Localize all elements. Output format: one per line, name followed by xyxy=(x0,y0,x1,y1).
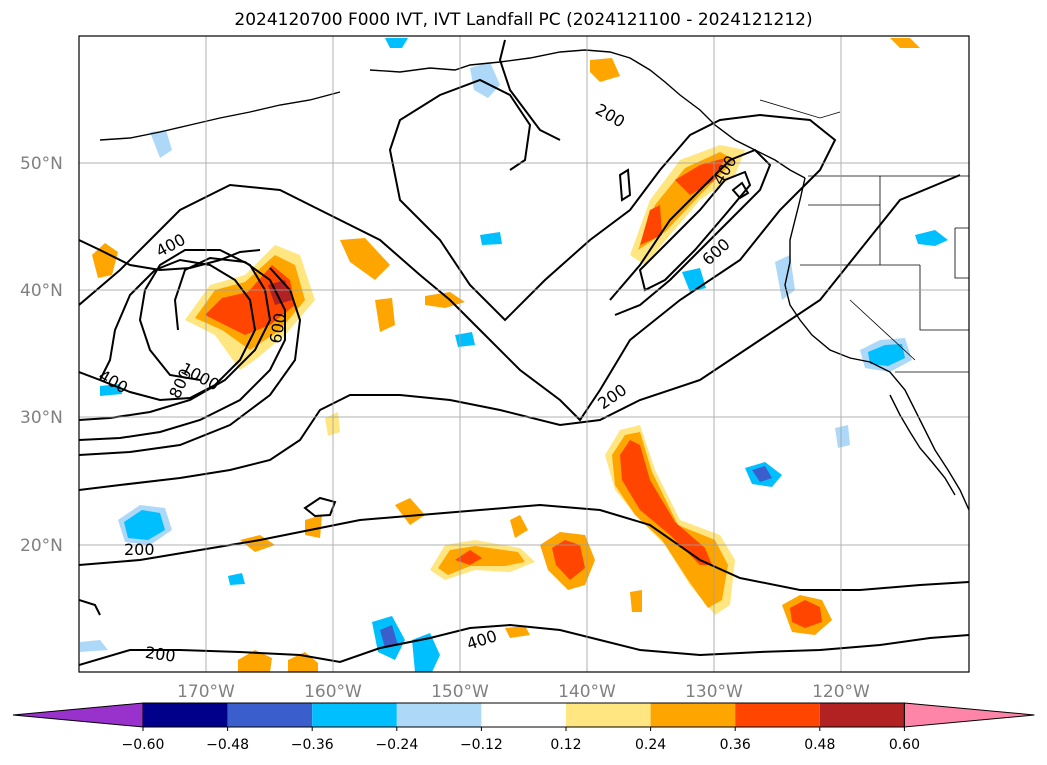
shade-negative-15 xyxy=(480,232,502,245)
shade-negative-2-core xyxy=(380,625,398,648)
colorbar-tick-label: 0.12 xyxy=(550,737,581,753)
lat-label-40: 40°N xyxy=(20,281,63,301)
contour-400-west xyxy=(79,239,261,272)
colorbar-segment xyxy=(312,703,397,727)
shade-positive-small-13 xyxy=(505,626,530,638)
lon-label-120: 120°W xyxy=(812,682,870,702)
colorbar-tick-label: −0.36 xyxy=(291,737,334,753)
shade-positive-small-1 xyxy=(92,243,118,278)
contour-600-northeast xyxy=(638,170,752,292)
map-title: 2024120700 F000 IVT, IVT Landfall PC (20… xyxy=(234,10,813,30)
shade-positive-small-10 xyxy=(238,650,272,672)
shade-negative-9 xyxy=(150,130,172,158)
lon-label-130: 130°W xyxy=(685,682,743,702)
colorbar-segment xyxy=(227,703,313,727)
shade-negative-8 xyxy=(470,62,500,98)
shade-negative-3 xyxy=(412,633,440,672)
border-ca-az xyxy=(849,299,916,361)
shade-positive-small-9 xyxy=(510,515,528,538)
shade-negative-10 xyxy=(835,425,850,448)
colorbar-segment xyxy=(396,703,482,727)
lon-label-170: 170°W xyxy=(177,682,235,702)
shade-negative-12 xyxy=(385,38,408,48)
contour-400-south xyxy=(79,623,969,666)
shade-positive-subtropic-2-core xyxy=(455,550,482,565)
shade-negative-5-core xyxy=(752,466,772,482)
shade-positive-small-3 xyxy=(375,298,395,332)
shade-positive-subtropic-3-core xyxy=(552,540,585,580)
ivt-contours xyxy=(79,39,969,666)
colorbar-segment xyxy=(650,703,736,727)
coast-baja xyxy=(889,394,956,496)
map-plot-area xyxy=(79,36,969,672)
lon-label-150: 150°W xyxy=(431,682,489,702)
contour-1000-west xyxy=(79,267,302,456)
colorbar-segment xyxy=(735,703,820,727)
border-ut xyxy=(954,227,969,279)
shade-positive-small-15 xyxy=(890,38,920,48)
contour-200-south xyxy=(79,503,969,591)
colorbar-segment xyxy=(566,703,651,727)
colorbar-tick-label: −0.60 xyxy=(122,737,165,753)
shade-negative-13 xyxy=(80,640,108,652)
colorbar-tick-label: −0.24 xyxy=(375,737,418,753)
map-frame xyxy=(78,35,970,673)
gridlines xyxy=(79,36,969,672)
colorbar-tick-label: −0.48 xyxy=(206,737,249,753)
contour-400-northeast xyxy=(609,148,772,316)
contour-200-north xyxy=(79,78,837,422)
lon-label-160: 160°W xyxy=(304,682,362,702)
shade-positive-subtropic-1-core xyxy=(620,440,712,565)
shade-positive-subtropic-4-core xyxy=(790,600,822,628)
contour-200-north-b xyxy=(498,39,561,141)
lat-label-50: 50°N xyxy=(20,154,63,174)
colorbar-tick-label: 0.48 xyxy=(804,737,835,753)
contour-small-ring-3 xyxy=(731,181,750,200)
colorbar-segment xyxy=(819,703,905,727)
lon-label-140: 140°W xyxy=(558,682,616,702)
lat-label-20: 20°N xyxy=(20,536,63,556)
shade-negative-11 xyxy=(775,255,795,300)
coast-aleutians xyxy=(99,91,341,141)
shade-negative-16 xyxy=(228,573,245,585)
lat-label-30: 30°N xyxy=(20,408,63,428)
contour-200-mid xyxy=(79,174,961,491)
shade-negative-6 xyxy=(915,230,948,246)
colorbar-segment xyxy=(481,703,566,727)
shade-positive-small-8 xyxy=(305,515,322,538)
border-nv xyxy=(919,265,969,331)
shade-negative-4-inner xyxy=(868,344,905,366)
contour-small-ring-2 xyxy=(618,168,632,202)
shade-positive-band-north-core xyxy=(675,158,725,195)
colorbar-tick-label: 0.60 xyxy=(889,737,920,753)
colorbar-extend-max xyxy=(903,702,1035,728)
colorbar-tick-label: 0.36 xyxy=(720,737,751,753)
colorbar-tick-label: 0.24 xyxy=(635,737,666,753)
shade-negative-1-inner xyxy=(124,510,165,540)
contour-label: 200 xyxy=(124,540,155,559)
political-borders xyxy=(759,99,969,373)
colorbar-outline xyxy=(142,702,905,728)
shade-positive-small-12 xyxy=(630,590,642,612)
longitude-labels: 170°W 160°W 150°W 140°W 130°W 120°W xyxy=(177,682,870,702)
latitude-labels: 50°N 40°N 30°N 20°N xyxy=(20,154,63,556)
contour-bottom xyxy=(79,599,101,616)
colorbar-extend-min xyxy=(12,702,144,728)
contour-800-west xyxy=(79,256,286,441)
contour-label: 200 xyxy=(144,643,177,666)
shade-positive-small-5 xyxy=(590,58,620,82)
shade-positive-band-west-core xyxy=(640,205,662,245)
coast-bc xyxy=(784,177,969,511)
colorbar-segment xyxy=(143,703,228,727)
shade-positive-small-2 xyxy=(340,238,390,280)
shade-positive-small-6 xyxy=(395,498,425,525)
colorbar: −0.60 −0.48 −0.36 −0.24 −0.12 0.12 0.24 0.36 0.4… xyxy=(12,702,1035,753)
border-alaska-canada xyxy=(759,99,841,119)
contour-400-wraps xyxy=(79,258,257,402)
colorbar-tick-label: −0.12 xyxy=(460,737,503,753)
